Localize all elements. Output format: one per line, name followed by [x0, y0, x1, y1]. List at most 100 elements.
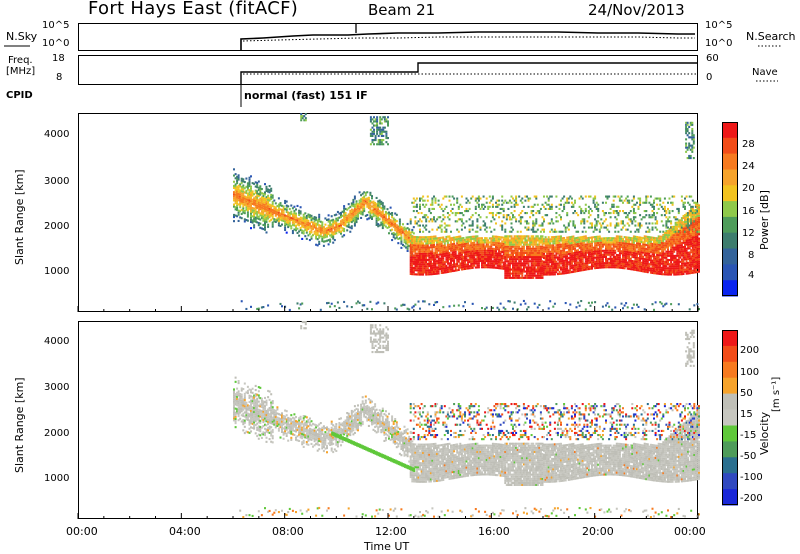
- power-cell: [415, 238, 418, 241]
- power-cell: [660, 254, 663, 257]
- power-cell: [502, 238, 505, 241]
- power-cell: [670, 265, 673, 268]
- power-cell: [414, 260, 417, 263]
- power-cell: [262, 219, 265, 222]
- power-cell: [234, 185, 237, 188]
- power-cell: [496, 256, 499, 259]
- power-cell: [623, 199, 626, 202]
- power-cell: [237, 174, 240, 177]
- power-cell: [653, 241, 655, 244]
- power-cell: [338, 224, 341, 227]
- power-cell: [388, 211, 390, 214]
- power-cell: [643, 237, 646, 240]
- power-cell: [358, 301, 361, 304]
- power-cell: [532, 268, 535, 271]
- power-cell: [369, 216, 372, 219]
- power-cell: [434, 199, 437, 202]
- power-cell: [242, 205, 245, 208]
- power-cell: [663, 252, 666, 255]
- power-cell: [615, 245, 618, 248]
- power-cell: [605, 257, 607, 260]
- power-cell: [446, 216, 449, 219]
- power-cell: [479, 207, 482, 210]
- power-cell: [409, 264, 412, 267]
- power-cell: [598, 248, 601, 251]
- power-cell: [654, 237, 657, 240]
- power-cell: [464, 259, 466, 262]
- power-cell: [572, 237, 575, 240]
- power-cell: [521, 210, 524, 213]
- power-cell: [532, 205, 535, 208]
- power-cell: [536, 203, 539, 206]
- power-cell: [332, 241, 335, 244]
- power-cell: [495, 252, 497, 255]
- power-cell: [349, 216, 352, 219]
- power-cell: [440, 203, 443, 206]
- power-cell: [498, 250, 501, 253]
- power-cell: [651, 216, 654, 219]
- power-cell: [567, 248, 570, 251]
- power-cell: [677, 252, 680, 255]
- power-cell: [532, 270, 535, 273]
- power-cell: [498, 254, 501, 257]
- power-cell: [533, 195, 536, 198]
- power-cell: [358, 203, 361, 206]
- power-cell: [674, 261, 677, 264]
- power-cell: [251, 192, 254, 195]
- power-cell: [594, 256, 597, 259]
- power-cell: [267, 223, 270, 226]
- power-cell: [629, 259, 632, 262]
- power-cell: [530, 268, 533, 271]
- power-cell: [436, 247, 439, 250]
- power-cell: [310, 237, 313, 240]
- power-cell: [541, 203, 544, 206]
- power-cell: [519, 254, 522, 257]
- power-cell: [532, 239, 535, 242]
- power-cell: [558, 248, 561, 251]
- power-cell: [414, 267, 417, 270]
- power-cell: [614, 210, 617, 213]
- cpid-marker: [240, 85, 242, 107]
- power-cell: [234, 177, 237, 180]
- power-cell: [487, 257, 490, 260]
- power-cell: [670, 222, 673, 225]
- power-cell: [481, 253, 483, 256]
- power-cell: [663, 262, 666, 265]
- power-cell: [560, 216, 562, 219]
- power-cell: [443, 263, 446, 266]
- power-cell: [481, 251, 483, 254]
- power-cell: [276, 211, 279, 214]
- power-cell: [332, 237, 335, 240]
- power-cell: [651, 203, 654, 206]
- power-cell: [476, 264, 479, 267]
- power-cell: [665, 220, 668, 223]
- power-cell: [574, 264, 576, 267]
- power-cell: [409, 231, 412, 234]
- power-cell: [600, 258, 603, 261]
- power-cell: [572, 256, 575, 259]
- power-cell: [539, 266, 542, 269]
- power-cell: [649, 259, 652, 262]
- power-cell: [660, 239, 663, 242]
- power-cell: [242, 207, 245, 210]
- power-cell: [671, 230, 674, 233]
- power-cell: [411, 264, 414, 267]
- power-cell: [431, 242, 434, 245]
- power-cell: [643, 243, 646, 246]
- power-cell: [663, 256, 666, 259]
- power-cell: [640, 245, 643, 248]
- power-cell: [260, 206, 263, 209]
- power-cell: [360, 198, 363, 201]
- power-cell: [260, 208, 263, 211]
- power-cell: [350, 214, 353, 217]
- power-cell: [642, 241, 645, 244]
- power-cell: [639, 242, 642, 245]
- power-cell: [487, 207, 490, 210]
- power-cell: [429, 254, 432, 257]
- power-cell: [659, 199, 662, 202]
- power-cell: [609, 253, 612, 256]
- power-cell: [279, 204, 282, 207]
- power-cell: [406, 235, 409, 238]
- power-cell: [663, 214, 666, 217]
- power-cell: [617, 262, 620, 265]
